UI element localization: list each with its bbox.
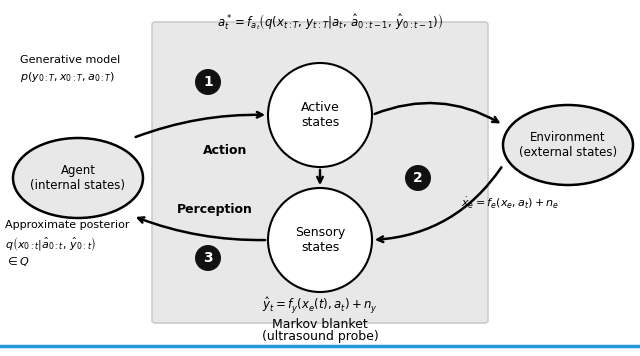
Text: Sensory
states: Sensory states [295,226,345,254]
Text: Approximate posterior: Approximate posterior [5,220,129,230]
Ellipse shape [503,105,633,185]
FancyBboxPatch shape [152,22,488,323]
Text: 3: 3 [203,251,213,265]
Text: $q\left(x_{0:t}|\hat{a}_{0:t},\, \hat{y}_{0:t}\right)$: $q\left(x_{0:t}|\hat{a}_{0:t},\, \hat{y}… [5,235,96,253]
Circle shape [195,245,221,271]
Circle shape [268,188,372,292]
Circle shape [195,69,221,95]
Text: Agent
(internal states): Agent (internal states) [31,164,125,192]
Text: Perception: Perception [177,204,253,216]
Text: Active
states: Active states [301,101,339,129]
Text: $p(y_{0:T}, x_{0:T}, a_{0:T})$: $p(y_{0:T}, x_{0:T}, a_{0:T})$ [20,70,115,84]
Circle shape [268,63,372,167]
Text: 1: 1 [203,75,213,89]
Text: $a_t^* = f_{a_t}\left(q(x_{t:T},\, y_{t:T}|a_t,\, \hat{a}_{0:t-1},\, \hat{y}_{0:: $a_t^* = f_{a_t}\left(q(x_{t:T},\, y_{t:… [217,12,443,32]
Circle shape [405,165,431,191]
Text: $\dot{x}_e = f_e(x_e, a_t) + n_e$: $\dot{x}_e = f_e(x_e, a_t) + n_e$ [461,195,559,210]
Text: $\in Q$: $\in Q$ [5,255,29,268]
Text: Markov blanket: Markov blanket [272,318,368,331]
Ellipse shape [13,138,143,218]
Text: Generative model: Generative model [20,55,120,65]
Text: Action: Action [203,143,247,157]
Text: (ultrasound probe): (ultrasound probe) [262,330,378,343]
Text: $\hat{y}_t = f_y(x_e(t), a_t) + n_y$: $\hat{y}_t = f_y(x_e(t), a_t) + n_y$ [262,295,378,315]
Text: Environment
(external states): Environment (external states) [519,131,617,159]
Text: 2: 2 [413,171,423,185]
